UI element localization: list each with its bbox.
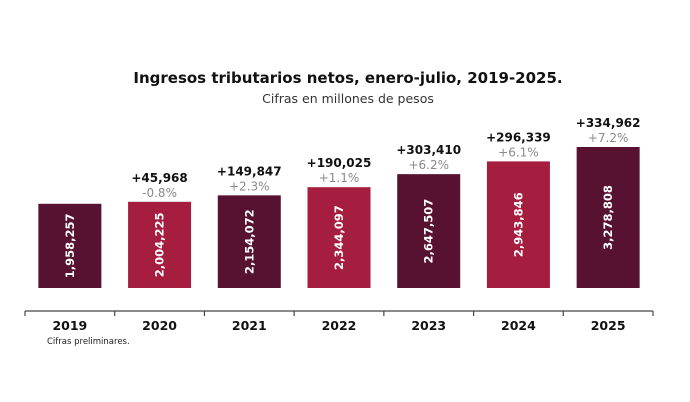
x-tick-label: 2020 <box>142 318 177 333</box>
bar-2023 <box>397 174 461 288</box>
bar-value-label: 2,344,097 <box>332 205 346 270</box>
increase-label: +149,847 <box>217 164 282 178</box>
pct-change-label: +2.3% <box>229 179 270 193</box>
increase-label: +190,025 <box>307 156 372 170</box>
pct-change-label: +6.1% <box>498 145 539 159</box>
x-tick-label: 2021 <box>232 318 267 333</box>
x-tick-label: 2024 <box>501 318 536 333</box>
pct-change-label: +1.1% <box>319 171 360 185</box>
pct-change-label: -0.8% <box>142 186 177 200</box>
increase-label: +303,410 <box>396 143 461 157</box>
bar-value-label: 1,958,257 <box>63 214 77 279</box>
bars-group: 1,958,257 2,004,225 -0.8%+45,968 2,154,072 +… <box>38 116 641 288</box>
bar-2020 <box>128 201 192 288</box>
footnote: Cifras preliminares. <box>47 337 130 347</box>
x-tick-label: 2019 <box>52 318 87 333</box>
bar-value-label: 3,278,808 <box>601 185 615 250</box>
bar-value-label: 2,943,846 <box>511 192 525 257</box>
increase-label: +45,968 <box>131 171 187 185</box>
bar-value-label: 2,154,072 <box>242 209 256 274</box>
x-tick-label: 2023 <box>411 318 446 333</box>
pct-change-label: +6.2% <box>408 158 449 172</box>
x-axis: 2019 2020 2021 2022 2023 2024 2025 <box>24 310 654 333</box>
chart-subtitle: Cifras en millones de pesos <box>262 91 434 106</box>
bar-value-label: 2,004,225 <box>153 213 167 278</box>
chart-title: Ingresos tributarios netos, enero-julio,… <box>133 69 562 87</box>
bar-2019 <box>38 203 102 288</box>
x-tick-label: 2025 <box>591 318 626 333</box>
bar-2021 <box>217 195 281 288</box>
pct-change-label: +7.2% <box>588 131 629 145</box>
x-tick-label: 2022 <box>322 318 357 333</box>
bar-value-label: 2,647,507 <box>422 199 436 264</box>
increase-label: +296,339 <box>486 130 551 144</box>
bar-2024 <box>486 161 550 288</box>
increase-label: +334,962 <box>576 116 641 130</box>
bar-2025 <box>576 147 640 288</box>
bar-2022 <box>307 187 371 288</box>
